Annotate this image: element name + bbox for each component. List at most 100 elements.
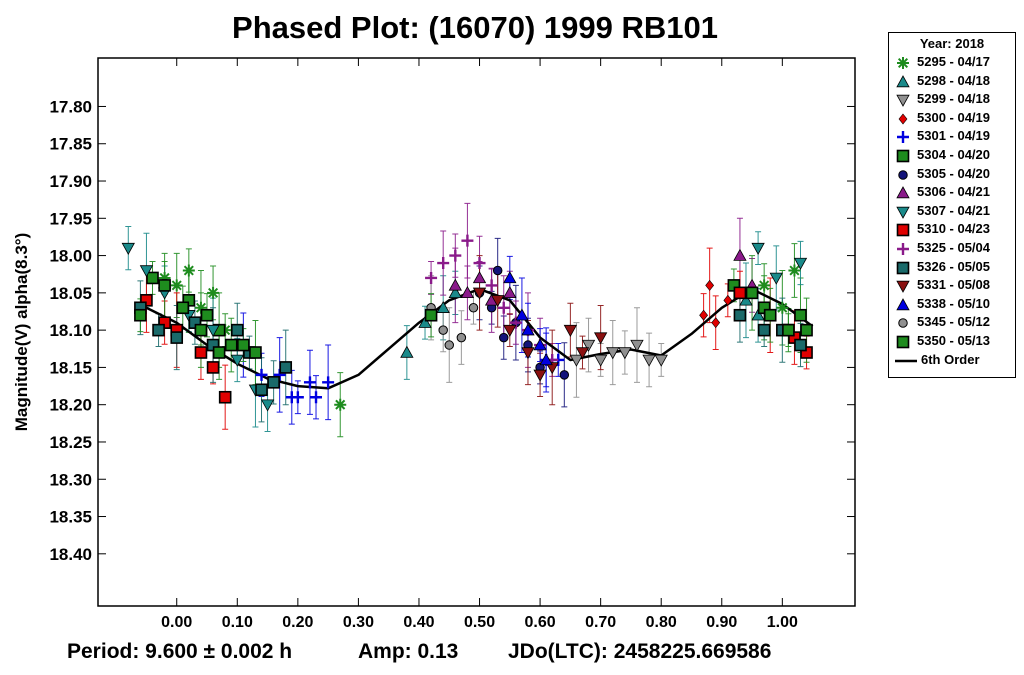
data-point [267,376,280,389]
data-point [230,323,244,337]
legend: Year: 2018 5295 - 04/17 5298 - 04/18 5299 … [888,32,1016,378]
data-point [212,346,226,359]
legend-marker [896,94,910,108]
data-point [503,324,517,337]
data-point [751,242,765,255]
legend-marker [896,224,910,237]
legend-item: 5299 - 04/18 [889,90,1015,109]
data-point [194,301,207,314]
data-point [521,323,535,336]
data-point [699,309,708,321]
data-point [436,300,450,313]
data-point [794,308,807,322]
data-point [733,286,747,300]
legend-item: 5298 - 04/18 [889,72,1015,91]
data-point [207,286,220,299]
x-tick-label: 0.30 [343,614,374,631]
legend-item: 5305 - 04/20 [889,165,1015,184]
data-point [569,354,584,367]
data-point [491,295,505,308]
legend-swatch [895,359,917,362]
data-point [788,264,801,277]
legend-item: 5350 - 05/13 [889,332,1015,351]
data-point [794,338,807,352]
legend-item: 5310 - 04/23 [889,220,1015,239]
data-point [194,346,208,359]
legend-item: 5306 - 04/21 [889,183,1015,202]
data-point [260,399,275,412]
data-point [499,332,509,343]
legend-label: 5350 - 05/13 [917,332,991,348]
legend-swatch [896,149,910,163]
data-point [170,331,184,344]
legend-label: 5325 - 05/04 [917,239,991,255]
data-point [182,264,195,277]
data-point [739,293,753,306]
legend-label: 5306 - 04/21 [917,184,991,200]
amplitude-text: Amp: 0.13 [358,640,459,663]
data-point [751,308,765,321]
legend-swatch [896,297,910,310]
y-tick-label: 18.15 [49,358,92,377]
data-point [158,271,171,284]
x-tick-label: 0.10 [222,614,253,631]
data-point [444,340,454,350]
data-point [218,390,232,404]
footer: Period: 9.600 ± 0.002 h Amp: 0.13 JDo(LT… [0,640,1024,670]
data-point [492,265,503,276]
jdo-text: JDo(LTC): 2458225.669586 [508,640,772,663]
data-point [509,316,522,329]
data-point [255,368,268,381]
data-point [448,278,462,291]
legend-swatch [896,280,910,293]
data-point [279,361,293,374]
legend-item: 5326 - 05/05 [889,258,1015,277]
y-tick-label: 17.85 [49,135,92,154]
legend-item: 5295 - 04/17 [889,53,1015,72]
data-point [745,286,759,300]
legend-item: 5304 - 04/20 [889,146,1015,165]
legend-marker [896,335,910,349]
data-point [575,347,590,360]
legend-marker [896,149,910,163]
legend-swatch [896,206,910,219]
data-point [723,294,733,306]
data-point [472,271,487,284]
legend-marker [898,169,908,180]
y-tick-label: 18.00 [49,247,92,266]
data-point [291,391,304,404]
y-tick-label: 18.35 [49,508,92,527]
x-tick-label: 0.90 [706,614,737,631]
y-tick-label: 18.30 [49,470,92,489]
data-point [176,301,190,315]
y-tick-label: 18.25 [49,433,92,452]
data-point [461,234,474,247]
data-point [121,242,135,255]
legend-item-curve: 6th Order [889,351,1015,370]
data-point [400,345,414,358]
x-tick-label: 0.40 [403,614,434,631]
y-tick-label: 18.20 [49,396,92,415]
data-point [437,257,450,270]
data-point [733,308,747,322]
legend-item: 5325 - 05/04 [889,239,1015,258]
data-point [654,354,668,367]
data-point [559,370,570,380]
legend-item: 5300 - 04/19 [889,109,1015,128]
legend-swatch [896,261,910,274]
data-point [533,338,547,351]
data-point [757,323,771,337]
x-tick-label: 0.20 [282,614,313,631]
data-point [449,249,462,262]
legend-item: 5307 - 04/21 [889,202,1015,221]
data-point [800,323,813,337]
data-point [533,369,547,382]
y-tick-label: 17.90 [49,172,92,191]
legend-swatch [896,186,910,199]
data-point [255,383,268,397]
y-tick-label: 18.05 [49,284,92,303]
data-point [158,279,171,292]
legend-label: 5331 - 05/08 [917,277,991,293]
data-point [134,308,147,322]
x-tick-label: 0.50 [464,614,495,631]
